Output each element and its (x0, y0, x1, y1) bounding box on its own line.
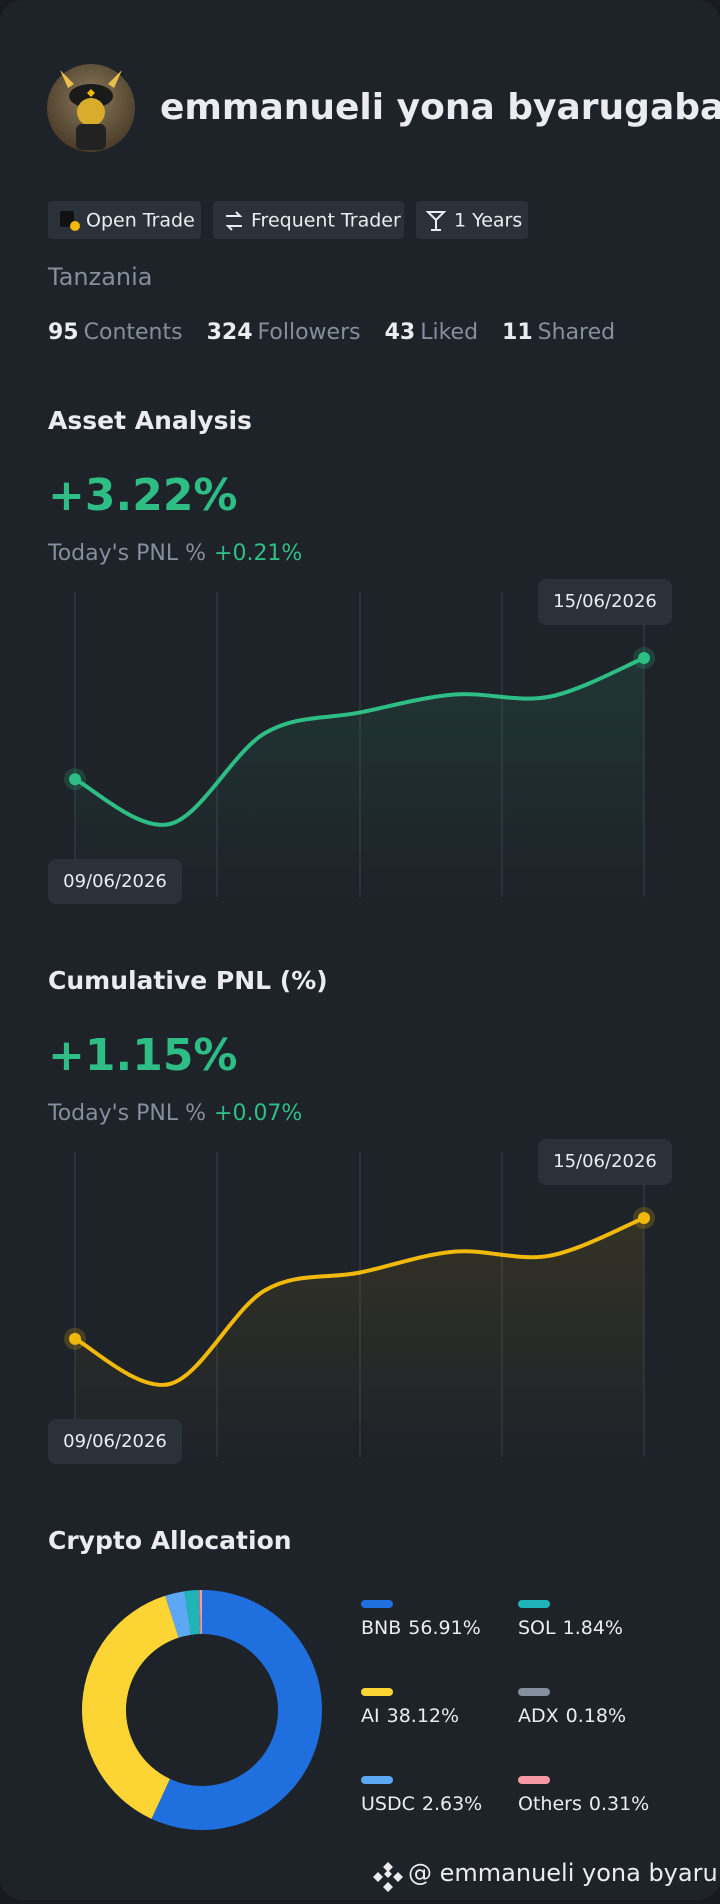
legend-entry: ADX 0.18% (518, 1705, 626, 1727)
date-tag (48, 1419, 182, 1464)
date-label: 15/06/2026 (553, 1151, 657, 1172)
footer: @ emmanueli yona byaru… (373, 1859, 720, 1892)
end-dot (69, 773, 81, 786)
donut-slice (199, 1590, 202, 1635)
section-title: Asset Analysis (48, 406, 252, 435)
legend-name: Others (518, 1793, 582, 1815)
donut-slice (151, 1590, 322, 1830)
user-name: emmanueli yona byarugaba (160, 87, 720, 128)
end-dot (69, 1332, 81, 1345)
headline-change: +3.22% (48, 470, 238, 521)
legend-swatch (518, 1600, 550, 1608)
legend-swatch (518, 1688, 550, 1696)
legend-value: 0.31% (589, 1793, 649, 1815)
legend-name: AI (361, 1705, 380, 1727)
section-title: Crypto Allocation (48, 1526, 292, 1555)
legend-value: 0.18% (566, 1705, 626, 1727)
date-tag (48, 859, 182, 904)
legend-entry: SOL 1.84% (518, 1617, 623, 1639)
end-dot (638, 652, 650, 664)
stat-label: Liked (420, 320, 478, 345)
stat-value: 43 (385, 320, 416, 345)
legend-value: 38.12% (387, 1705, 459, 1727)
legend-swatch (361, 1688, 393, 1696)
country: Tanzania (47, 263, 153, 291)
area (75, 658, 644, 897)
badge: 1 Years (416, 201, 528, 239)
headline-change: +1.15% (48, 1030, 238, 1081)
legend-name: USDC (361, 1793, 415, 1815)
legend-entry: Others 0.31% (518, 1793, 649, 1815)
donut-slice (198, 1590, 201, 1635)
legend-entry: BNB 56.91% (361, 1617, 481, 1639)
today-pnl: Today's PNL % +0.07% (47, 1101, 302, 1126)
pnl-label: Today's PNL % (47, 1101, 206, 1126)
legend-name: SOL (518, 1617, 556, 1639)
today-pnl: Today's PNL % +0.21% (47, 541, 302, 566)
badge: Frequent Trader (213, 201, 404, 239)
legend-name: BNB (361, 1617, 401, 1639)
area (75, 1218, 644, 1457)
pnl-value: +0.21% (214, 541, 302, 566)
pnl-label: Today's PNL % (47, 541, 206, 566)
avatar (47, 64, 135, 152)
donut-slice (165, 1591, 191, 1638)
stats: 95 Contents 324 Followers 43 Liked 11 Shared (48, 320, 615, 345)
badge-label: 1 Years (454, 210, 522, 232)
badge-label: Open Trade (86, 210, 195, 232)
legend-entry: AI 38.12% (361, 1705, 459, 1727)
date-label: 15/06/2026 (553, 591, 657, 612)
legend-value: 1.84% (563, 1617, 623, 1639)
stat-label: Followers (258, 320, 361, 345)
stat-value: 11 (502, 320, 533, 345)
legend-swatch (361, 1600, 393, 1608)
date-label: 09/06/2026 (63, 871, 167, 892)
donut-slice (184, 1590, 200, 1635)
date-tag (538, 579, 672, 625)
badge-label: Frequent Trader (251, 210, 401, 232)
date-tag (538, 1139, 672, 1185)
stat-value: 95 (48, 320, 79, 345)
legend-name: ADX (518, 1705, 559, 1727)
legend-swatch (518, 1776, 550, 1784)
legend-swatch (361, 1776, 393, 1784)
date-label: 09/06/2026 (63, 1431, 167, 1452)
footer-text: @ emmanueli yona byaru… (408, 1859, 720, 1887)
section-title: Cumulative PNL (%) (48, 966, 328, 995)
end-dot (638, 1212, 650, 1224)
stat-label: Contents (84, 320, 183, 345)
legend-entry: USDC 2.63% (361, 1793, 482, 1815)
line (73, 1216, 646, 1387)
pnl-value: +0.07% (214, 1101, 302, 1126)
legend-value: 56.91% (408, 1617, 480, 1639)
line (73, 656, 646, 827)
stat-label: Shared (538, 320, 615, 345)
stat-value: 324 (207, 320, 253, 345)
donut-slice (81, 1595, 179, 1819)
badge: Open Trade (48, 201, 201, 239)
legend-value: 2.63% (422, 1793, 482, 1815)
